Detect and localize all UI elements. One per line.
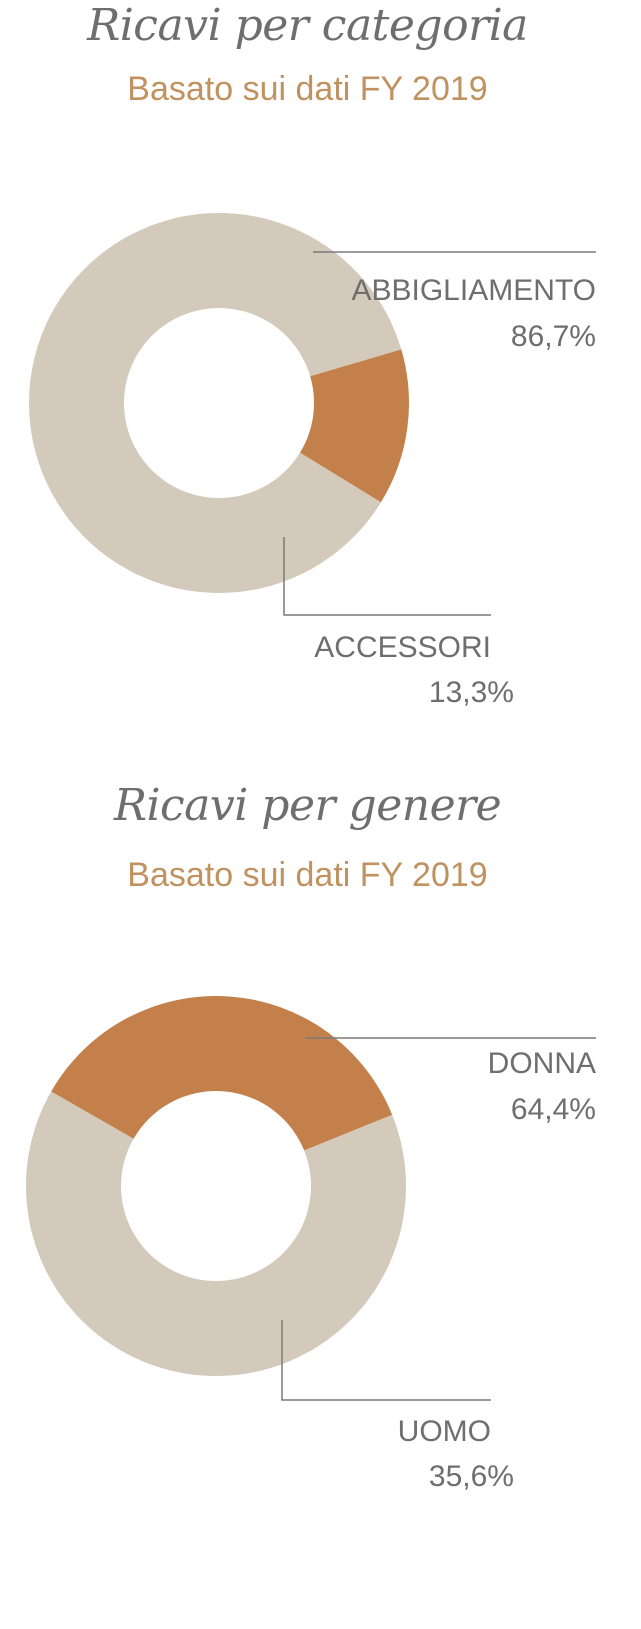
donut-slice-donna (26, 1091, 407, 1376)
donut-slice-accessori (300, 349, 409, 503)
leader-line (283, 537, 491, 616)
slice-label: ACCESSORI (314, 631, 491, 664)
donut-chart: ABBIGLIAMENTO 86,7% ACCESSORI 13,3% (29, 212, 596, 709)
chart-revenue-by-gender: Ricavi per genere Basato sui dati FY 201… (0, 780, 641, 1629)
slice-value: 86,7% (511, 320, 596, 353)
donut-slice-uomo (51, 996, 393, 1151)
donut-chart: DONNA 64,4% UOMO 35,6% (26, 996, 596, 1493)
slice-value: 13,3% (429, 676, 514, 709)
chart-revenue-by-category: Ricavi per categoria Basato sui dati FY … (0, 0, 641, 780)
slice-value: 64,4% (511, 1093, 596, 1126)
chart-title: Ricavi per genere (113, 780, 502, 831)
chart-title: Ricavi per categoria (87, 0, 528, 51)
leader-line (281, 1320, 491, 1401)
slice-label: UOMO (398, 1415, 491, 1448)
slice-label: ABBIGLIAMENTO (351, 274, 596, 307)
donut-slice-abbigliamento (29, 212, 402, 593)
chart-subtitle: Basato sui dati FY 2019 (127, 856, 488, 894)
slice-value: 35,6% (429, 1460, 514, 1493)
slice-label: DONNA (488, 1047, 596, 1080)
chart-subtitle: Basato sui dati FY 2019 (127, 70, 488, 108)
